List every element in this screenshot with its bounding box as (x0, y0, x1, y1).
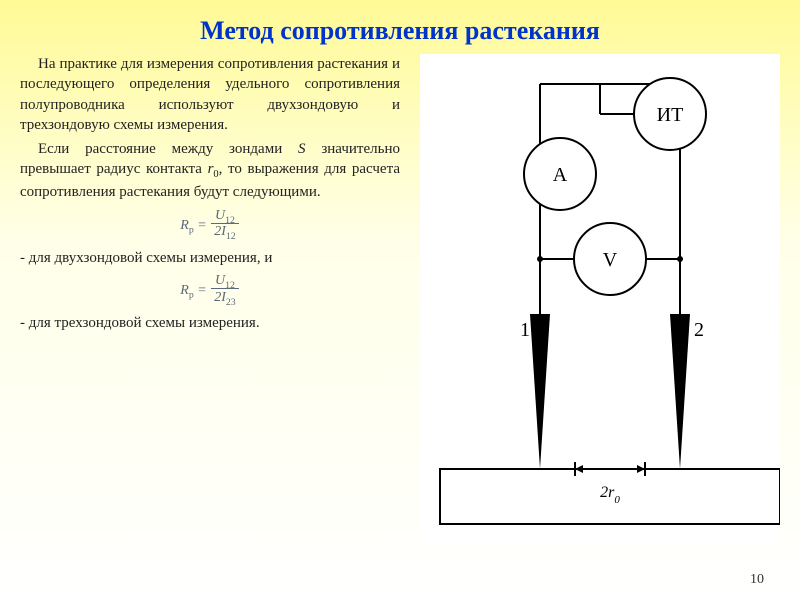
svg-text:A: A (553, 164, 568, 186)
content-row: На практике для измерения сопротивления … (0, 54, 800, 549)
svg-text:ИТ: ИТ (657, 104, 684, 126)
svg-text:2: 2 (694, 319, 704, 341)
formula-1: Rр = U12 2I12 (20, 209, 400, 242)
paragraph-2: Если расстояние между зондами S значител… (20, 139, 400, 203)
diagram-column: ИТAV122r0 (400, 54, 780, 549)
svg-text:1: 1 (520, 319, 530, 341)
two-probe-circuit-diagram: ИТAV122r0 (420, 54, 780, 544)
formula-2: Rр = U12 2I23 (20, 274, 400, 307)
svg-text:V: V (603, 249, 618, 271)
text-column: На практике для измерения сопротивления … (20, 54, 400, 549)
page-title: Метод сопротивления растекания (0, 0, 800, 54)
note-2: - для трехзондовой схемы измерения. (20, 313, 400, 333)
page-number: 10 (750, 572, 764, 588)
note-1: - для двухзондовой схемы измерения, и (20, 248, 400, 268)
paragraph-1: На практике для измерения сопротивления … (20, 54, 400, 135)
